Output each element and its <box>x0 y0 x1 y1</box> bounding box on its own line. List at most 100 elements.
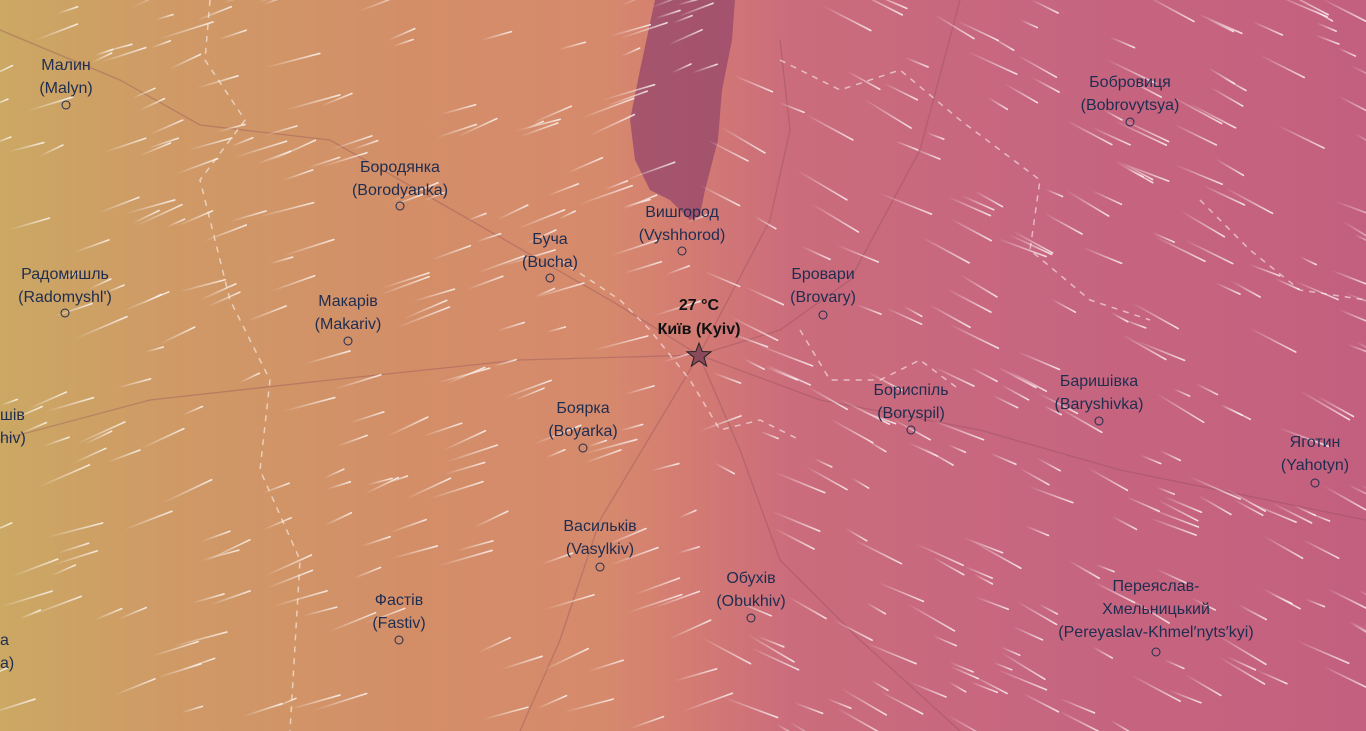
wind-streak <box>931 556 965 576</box>
city-dot-icon[interactable] <box>595 562 605 572</box>
wind-streak <box>904 56 929 68</box>
city-label[interactable]: Боярка (Boyarka) <box>548 397 617 443</box>
wind-streak <box>1016 54 1058 79</box>
city-dot-icon[interactable] <box>395 201 405 211</box>
city-label[interactable]: Бровари (Brovary) <box>790 263 856 309</box>
city-label[interactable]: Баришівка (Baryshivka) <box>1055 370 1144 416</box>
wind-streak <box>563 698 614 713</box>
city-name-latin: (Malyn) <box>39 80 93 97</box>
wind-streak <box>1081 246 1123 265</box>
wind-streak <box>581 97 635 119</box>
city-name-native: Буча <box>532 231 568 248</box>
wind-streak <box>25 96 74 113</box>
partial-city-label[interactable]: шів hiv) <box>0 404 26 450</box>
city-label[interactable]: Фастів (Fastiv) <box>372 589 425 635</box>
city-dot-icon[interactable] <box>1310 478 1320 488</box>
wind-streak <box>1110 311 1129 323</box>
wind-streak <box>321 151 368 168</box>
wind-streak <box>948 323 1000 350</box>
wind-streak <box>1184 673 1222 697</box>
wind-streak <box>157 21 214 41</box>
wind-streak <box>946 288 992 313</box>
partial-city-label[interactable]: а а) <box>0 629 14 675</box>
wind-streak <box>1271 502 1313 524</box>
wind-streak <box>681 692 734 713</box>
wind-streak <box>389 518 427 534</box>
wind-streak <box>1156 499 1199 522</box>
wind-streak <box>27 391 68 410</box>
city-dot-icon[interactable] <box>677 246 687 256</box>
city-dot-icon[interactable] <box>60 308 70 318</box>
wind-streak <box>1057 406 1103 434</box>
city-label[interactable]: Бородянка (Borodyanka) <box>352 156 448 202</box>
wind-streak <box>1036 457 1061 472</box>
city-dot-icon[interactable] <box>578 443 588 453</box>
city-dot-icon[interactable] <box>61 100 71 110</box>
wind-streak <box>45 522 104 539</box>
city-dot-icon[interactable] <box>1094 416 1104 426</box>
city-dot-icon[interactable] <box>1151 647 1161 657</box>
wind-streak <box>1038 603 1059 615</box>
city-label[interactable]: Малин (Malyn) <box>39 54 92 100</box>
city-name-latin: (Boryspil) <box>877 405 945 422</box>
city-label[interactable]: Яготин (Yahotyn) <box>1281 431 1349 477</box>
city-name-latin: (Vyshhorod) <box>638 227 726 244</box>
city-label[interactable]: Радомишль (Radomyshl') <box>18 263 112 309</box>
wind-streak <box>200 549 240 562</box>
city-dot-icon[interactable] <box>746 613 756 623</box>
city-label[interactable]: Переяслав- Хмельницький (Pereyaslav-Khmel′… <box>1058 575 1253 644</box>
wind-streak <box>811 203 860 233</box>
wind-streak <box>885 0 908 10</box>
wind-streak <box>604 180 629 191</box>
wind-streak <box>391 545 439 560</box>
wind-streak <box>132 87 156 99</box>
wind-streak <box>928 304 971 329</box>
wind-streak <box>75 421 126 445</box>
wind-streak <box>566 156 604 174</box>
wind-streak <box>1151 231 1175 243</box>
wind-streak <box>1155 568 1189 585</box>
city-dot-icon[interactable] <box>906 425 916 435</box>
wind-streak <box>381 272 430 289</box>
wind-streak <box>1012 625 1044 641</box>
city-label[interactable]: Обухів (Obukhiv) <box>716 567 785 613</box>
wind-streak <box>672 14 693 24</box>
wind-streak <box>123 510 173 531</box>
wind-streak <box>650 0 674 9</box>
city-label[interactable]: Бобровиця (Bobrovytsya) <box>1081 71 1180 117</box>
city-dot-icon[interactable] <box>818 310 828 320</box>
wind-streak <box>217 29 247 41</box>
kyiv-marker[interactable]: 27 °C Київ (Kyiv) <box>658 294 741 342</box>
city-dot-icon[interactable] <box>1125 117 1135 127</box>
wind-streak <box>492 358 517 367</box>
wind-streak <box>481 706 529 721</box>
city-label[interactable]: Бориспіль (Boryspil) <box>873 379 948 425</box>
wind-streak <box>0 667 9 673</box>
city-dot-icon[interactable] <box>394 635 404 645</box>
wind-streak <box>336 434 368 448</box>
city-label[interactable]: Макарів (Makariv) <box>315 290 382 336</box>
wind-streak <box>673 668 718 682</box>
wind-streak <box>915 543 964 567</box>
wind-streak <box>177 210 214 227</box>
city-dot-icon[interactable] <box>545 273 555 283</box>
wind-streak <box>852 538 903 565</box>
wind-streak <box>513 387 545 401</box>
city-dot-icon[interactable] <box>343 336 353 346</box>
wind-streak <box>587 439 608 448</box>
wind-streak <box>1251 20 1284 36</box>
wind-streak <box>1311 8 1334 22</box>
wind-streak <box>439 103 477 116</box>
city-label[interactable]: Буча (Bucha) <box>522 228 578 274</box>
wind-streak <box>608 23 652 38</box>
wind-streak <box>480 30 513 42</box>
wind-streak <box>902 305 923 318</box>
city-label[interactable]: Вишгород (Vyshhorod) <box>639 201 726 247</box>
wind-streak <box>618 21 668 40</box>
wind-streak <box>500 655 543 671</box>
wind-streak <box>796 169 848 201</box>
wind-streak <box>282 396 336 412</box>
wind-streak <box>1030 76 1060 93</box>
city-label[interactable]: Васильків (Vasylkiv) <box>563 515 636 561</box>
